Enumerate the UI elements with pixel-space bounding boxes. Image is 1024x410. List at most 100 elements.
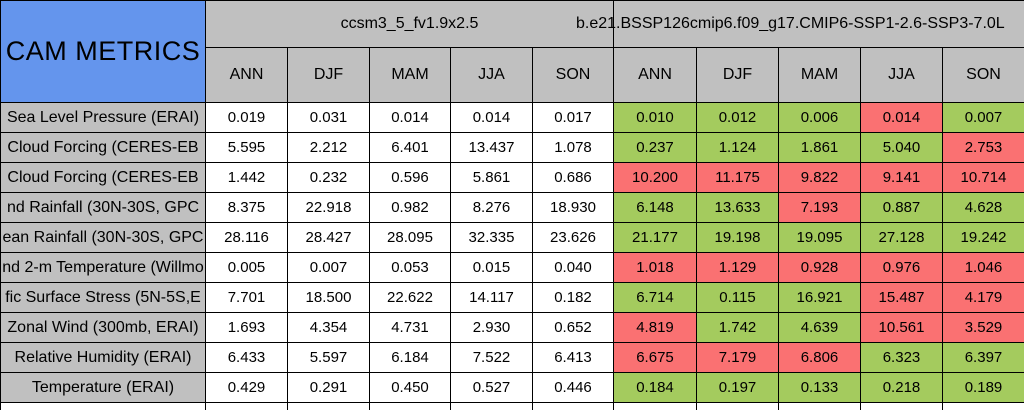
metric-value-cell: 0.182 — [533, 283, 614, 313]
metric-value-cell: 32.335 — [451, 223, 533, 253]
metric-status-cell: 10.714 — [943, 163, 1024, 193]
metric-status-cell: 1.046 — [943, 253, 1024, 283]
cropped-row-cell — [288, 403, 370, 410]
cropped-row-cell — [614, 403, 697, 410]
metric-value-cell: 6.401 — [370, 133, 451, 163]
metric-value-cell: 0.527 — [451, 373, 533, 403]
cropped-row-cell — [206, 403, 288, 410]
metric-value-cell: 0.005 — [206, 253, 288, 283]
metric-value-cell: 5.861 — [451, 163, 533, 193]
metric-value-cell: 28.116 — [206, 223, 288, 253]
row-label: Temperature (ERAI) — [1, 373, 206, 403]
season-header-g2-jja: JJA — [861, 48, 943, 103]
metric-value-cell: 0.017 — [533, 103, 614, 133]
metric-value-cell: 0.686 — [533, 163, 614, 193]
season-header-g2-ann: ANN — [614, 48, 697, 103]
metric-status-cell: 0.189 — [943, 373, 1024, 403]
metric-status-cell: 27.128 — [861, 223, 943, 253]
metric-status-cell: 15.487 — [861, 283, 943, 313]
metric-status-cell: 0.928 — [779, 253, 861, 283]
metric-status-cell: 6.714 — [614, 283, 697, 313]
metric-status-cell: 4.639 — [779, 313, 861, 343]
metric-status-cell: 1.742 — [697, 313, 779, 343]
cropped-row-cell — [1, 403, 206, 410]
row-label: Zonal Wind (300mb, ERAI) — [1, 313, 206, 343]
metric-status-cell: 4.819 — [614, 313, 697, 343]
metric-value-cell: 8.276 — [451, 193, 533, 223]
metric-status-cell: 2.753 — [943, 133, 1024, 163]
metric-value-cell: 5.597 — [288, 343, 370, 373]
metric-status-cell: 0.133 — [779, 373, 861, 403]
metric-status-cell: 0.007 — [943, 103, 1024, 133]
metric-status-cell: 1.129 — [697, 253, 779, 283]
metric-status-cell: 0.010 — [614, 103, 697, 133]
metric-value-cell: 2.930 — [451, 313, 533, 343]
metric-status-cell: 10.561 — [861, 313, 943, 343]
metric-status-cell: 0.887 — [861, 193, 943, 223]
cropped-row-cell — [943, 403, 1024, 410]
metric-value-cell: 2.212 — [288, 133, 370, 163]
metric-status-cell: 19.095 — [779, 223, 861, 253]
cropped-row-cell — [697, 403, 779, 410]
metric-value-cell: 18.500 — [288, 283, 370, 313]
season-header-g1-son: SON — [533, 48, 614, 103]
metric-status-cell: 6.806 — [779, 343, 861, 373]
metric-value-cell: 0.446 — [533, 373, 614, 403]
cropped-row-cell — [861, 403, 943, 410]
metric-status-cell: 6.675 — [614, 343, 697, 373]
metric-status-cell: 5.040 — [861, 133, 943, 163]
metric-status-cell: 0.976 — [861, 253, 943, 283]
metric-value-cell: 0.291 — [288, 373, 370, 403]
metric-status-cell: 19.242 — [943, 223, 1024, 253]
metric-value-cell: 7.522 — [451, 343, 533, 373]
model-group-1-title: ccsm3_5_fv1.9x2.5 — [206, 1, 614, 48]
metric-value-cell: 6.413 — [533, 343, 614, 373]
season-header-g1-jja: JJA — [451, 48, 533, 103]
metric-value-cell: 23.626 — [533, 223, 614, 253]
metric-value-cell: 0.031 — [288, 103, 370, 133]
metric-value-cell: 0.015 — [451, 253, 533, 283]
cropped-row-cell — [451, 403, 533, 410]
row-label: Cloud Forcing (CERES-EB — [1, 133, 206, 163]
metric-value-cell: 0.450 — [370, 373, 451, 403]
metric-value-cell: 0.596 — [370, 163, 451, 193]
row-label: nd 2-m Temperature (Willmo — [1, 253, 206, 283]
metric-status-cell: 9.141 — [861, 163, 943, 193]
metric-status-cell: 6.323 — [861, 343, 943, 373]
season-header-g1-djf: DJF — [288, 48, 370, 103]
metric-status-cell: 13.633 — [697, 193, 779, 223]
metric-status-cell: 9.822 — [779, 163, 861, 193]
metric-value-cell: 0.014 — [451, 103, 533, 133]
metric-status-cell: 4.628 — [943, 193, 1024, 223]
metric-value-cell: 6.184 — [370, 343, 451, 373]
metric-status-cell: 7.193 — [779, 193, 861, 223]
metric-status-cell: 0.012 — [697, 103, 779, 133]
metric-status-cell: 0.115 — [697, 283, 779, 313]
season-header-g1-ann: ANN — [206, 48, 288, 103]
row-label: Sea Level Pressure (ERAI) — [1, 103, 206, 133]
metric-status-cell: 0.006 — [779, 103, 861, 133]
metric-status-cell: 0.014 — [861, 103, 943, 133]
metric-value-cell: 14.117 — [451, 283, 533, 313]
metric-status-cell: 16.921 — [779, 283, 861, 313]
table-corner-title: CAM METRICS — [1, 1, 206, 103]
metric-value-cell: 1.078 — [533, 133, 614, 163]
model-group-2-title-text: b.e21.BSSP126cmip6.f09_g17.CMIP6-SSP1-2.… — [576, 15, 1005, 32]
metric-status-cell: 6.397 — [943, 343, 1024, 373]
metric-value-cell: 0.007 — [288, 253, 370, 283]
metric-status-cell: 0.218 — [861, 373, 943, 403]
metric-status-cell: 7.179 — [697, 343, 779, 373]
metric-value-cell: 0.014 — [370, 103, 451, 133]
season-header-g2-son: SON — [943, 48, 1024, 103]
metric-status-cell: 1.124 — [697, 133, 779, 163]
metric-value-cell: 22.918 — [288, 193, 370, 223]
metric-value-cell: 18.930 — [533, 193, 614, 223]
row-label: Relative Humidity (ERAI) — [1, 343, 206, 373]
metric-status-cell: 6.148 — [614, 193, 697, 223]
metric-value-cell: 6.433 — [206, 343, 288, 373]
model-group-2-title: b.e21.BSSP126cmip6.f09_g17.CMIP6-SSP1-2.… — [576, 1, 1024, 48]
metric-value-cell: 1.442 — [206, 163, 288, 193]
metric-status-cell: 3.529 — [943, 313, 1024, 343]
metric-value-cell: 0.232 — [288, 163, 370, 193]
model-group-1-title-text: ccsm3_5_fv1.9x2.5 — [340, 15, 479, 32]
